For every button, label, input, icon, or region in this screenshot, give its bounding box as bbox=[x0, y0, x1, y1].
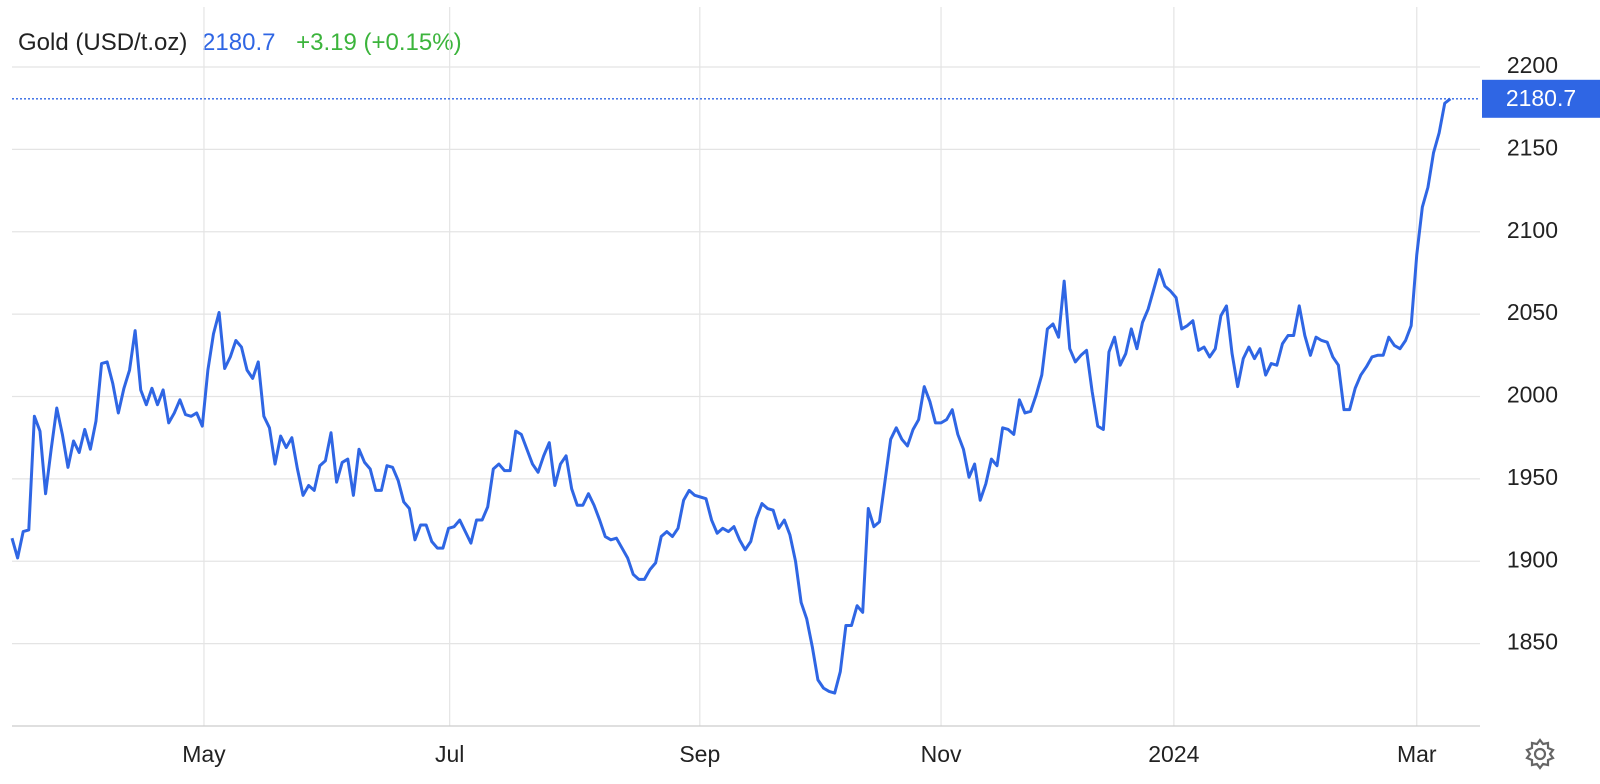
x-tick-label: May bbox=[182, 741, 226, 767]
y-tick-label: 2050 bbox=[1507, 299, 1558, 325]
chart-header: Gold (USD/t.oz) 2180.7 +3.19 (+0.15%) bbox=[18, 29, 462, 56]
x-tick-label: Nov bbox=[921, 741, 962, 767]
y-tick-label: 2100 bbox=[1507, 217, 1558, 243]
x-tick-label: 2024 bbox=[1148, 741, 1199, 767]
y-tick-label: 2000 bbox=[1507, 382, 1558, 408]
chart-title: Gold (USD/t.oz) bbox=[18, 29, 187, 56]
grid bbox=[12, 7, 1480, 726]
x-tick-label: Mar bbox=[1397, 741, 1437, 767]
price-change: +3.19 (+0.15%) bbox=[296, 29, 461, 56]
y-tick-label: 1850 bbox=[1507, 629, 1558, 655]
price-line bbox=[10, 97, 1452, 695]
y-tick-label: 1950 bbox=[1507, 464, 1558, 490]
y-tick-label: 2200 bbox=[1507, 52, 1558, 78]
settings-icon[interactable] bbox=[1525, 738, 1555, 770]
y-tick-label: 2150 bbox=[1507, 134, 1558, 160]
last-price-box bbox=[1482, 79, 1600, 118]
last-price-label: 2180.7 bbox=[1506, 85, 1576, 111]
x-tick-label: Sep bbox=[679, 741, 720, 767]
y-tick-label: 1900 bbox=[1507, 546, 1558, 572]
last-price: 2180.7 bbox=[202, 29, 275, 56]
x-tick-label: Jul bbox=[435, 741, 464, 767]
